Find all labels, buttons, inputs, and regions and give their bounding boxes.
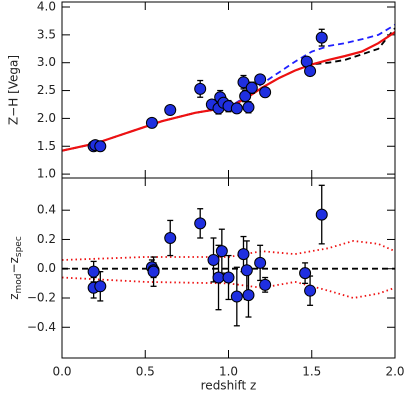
y-tick-label: 3.5 bbox=[37, 27, 56, 41]
plot-frame bbox=[61, 177, 396, 359]
data-point bbox=[304, 284, 317, 297]
data-point bbox=[254, 73, 267, 86]
data-point bbox=[237, 248, 250, 261]
data-point bbox=[315, 31, 328, 44]
data-point bbox=[230, 102, 243, 115]
data-point bbox=[207, 253, 220, 266]
data-point bbox=[245, 81, 258, 94]
data-point bbox=[259, 86, 272, 99]
data-point bbox=[299, 267, 312, 280]
data-point bbox=[259, 278, 272, 291]
data-point bbox=[230, 290, 243, 303]
data-point bbox=[94, 280, 107, 293]
data-point bbox=[215, 245, 228, 258]
data-point bbox=[239, 90, 252, 103]
model-line bbox=[61, 24, 396, 152]
x-tick-label: 1.0 bbox=[219, 365, 238, 379]
y-tick-label: −0.2 bbox=[27, 291, 56, 305]
y-axis-label: Z−H [Vega] bbox=[7, 55, 21, 125]
x-tick-label: 1.5 bbox=[302, 365, 321, 379]
y-tick-label: 1.0 bbox=[37, 167, 56, 181]
y-tick-label: 0.4 bbox=[37, 203, 56, 217]
x-tick-label: 0.5 bbox=[136, 365, 155, 379]
y-axis-label-part: z bbox=[7, 293, 21, 299]
data-point bbox=[164, 232, 177, 244]
x-tick-label: 2.0 bbox=[385, 365, 404, 379]
model-line bbox=[61, 276, 396, 299]
x-tick-label: 0.0 bbox=[52, 365, 71, 379]
data-point bbox=[212, 271, 225, 284]
y-tick-label: 1.5 bbox=[37, 139, 56, 153]
x-axis-label: redshift z bbox=[201, 379, 257, 393]
data-point bbox=[222, 271, 235, 284]
data-point bbox=[145, 116, 158, 129]
data-point bbox=[164, 104, 177, 117]
data-point bbox=[304, 65, 317, 78]
model-line bbox=[61, 31, 396, 152]
data-point bbox=[147, 265, 160, 278]
y-tick-label: 4.0 bbox=[37, 0, 56, 14]
data-point bbox=[194, 82, 207, 95]
y-tick-label: 0.0 bbox=[37, 261, 56, 275]
y-tick-label: 2.0 bbox=[37, 111, 56, 125]
y-tick-label: 2.5 bbox=[37, 83, 56, 97]
data-point bbox=[315, 208, 328, 221]
data-point bbox=[194, 217, 207, 230]
y-tick-label: 3.0 bbox=[37, 55, 56, 69]
y-axis-label-part: mod bbox=[14, 273, 24, 293]
data-point bbox=[240, 264, 253, 277]
y-axis-label-part: spec bbox=[14, 236, 24, 257]
data-point bbox=[94, 140, 107, 153]
y-tick-label: 0.2 bbox=[37, 232, 56, 246]
y-tick-label: −0.4 bbox=[27, 320, 56, 334]
data-point bbox=[237, 76, 250, 89]
data-point bbox=[242, 101, 255, 114]
data-point bbox=[87, 265, 100, 278]
y-axis-label: zmod−zspec bbox=[7, 236, 24, 300]
plot-frame bbox=[61, 1, 396, 179]
model-line bbox=[61, 27, 396, 152]
data-point bbox=[254, 256, 267, 269]
data-point bbox=[242, 289, 255, 302]
y-axis-label-part: −z bbox=[7, 257, 21, 273]
